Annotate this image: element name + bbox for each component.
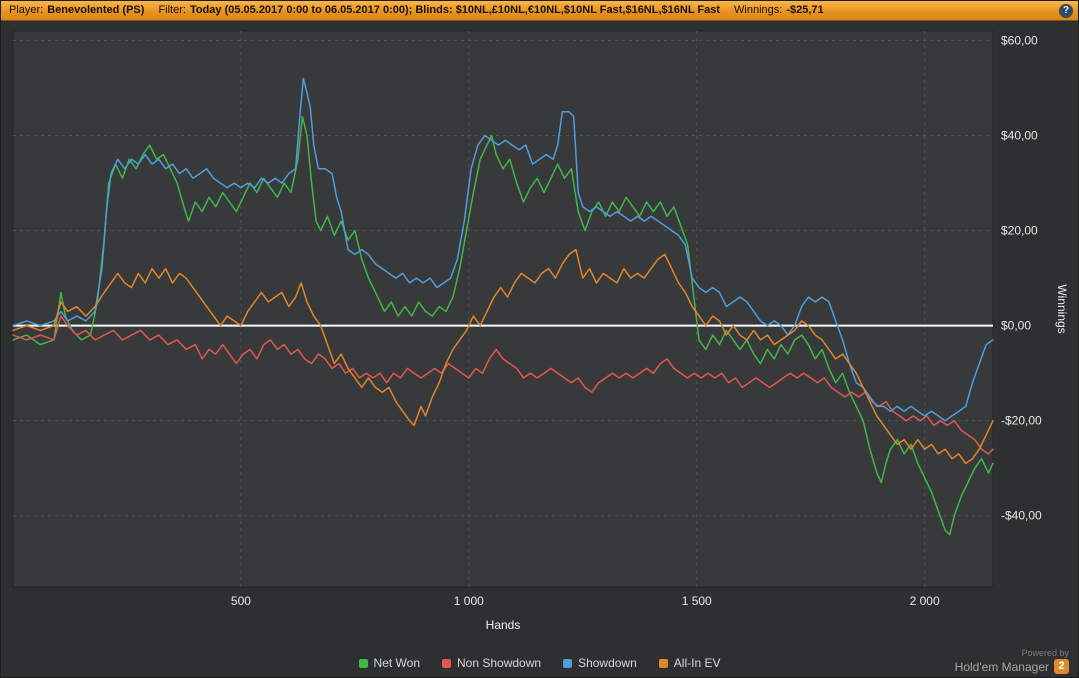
winnings-graph: 500 1 000 1 500 2 000 $60,00 $40,00 $20,00 $0,0…	[12, 30, 1069, 632]
series-line-net-won	[12, 115, 994, 536]
legend-swatch-non-showdown	[442, 658, 451, 668]
legend-item-showdown: Showdown	[563, 656, 637, 670]
legend-item-net-won: Net Won	[358, 656, 420, 670]
y-axis-label: Winnings	[1055, 284, 1069, 333]
player-value: Benevolented (PS)	[47, 4, 145, 16]
legend-item-non-showdown: Non Showdown	[442, 656, 541, 670]
hm2-logo-icon: 2	[1054, 659, 1069, 674]
y-tick-label: -$40,00	[1001, 509, 1042, 523]
filter-bar: Player: Benevolented (PS) Filter: Today (05…	[1, 1, 1078, 21]
legend-label-all-in-ev: All-In EV	[673, 656, 721, 670]
legend-label-net-won: Net Won	[373, 656, 420, 670]
series-line-all-in-ev	[12, 248, 994, 465]
y-tick-label: $40,00	[1001, 129, 1038, 143]
legend-label-non-showdown: Non Showdown	[457, 656, 542, 670]
powered-by-label: Powered by	[1021, 648, 1069, 658]
x-tick-label: 500	[231, 594, 251, 608]
x-tick-label: 1 500	[682, 594, 712, 608]
x-axis-label: Hands	[486, 618, 521, 632]
legend-swatch-showdown	[563, 658, 573, 668]
y-tick-label: $0,00	[1001, 319, 1031, 333]
x-tick-label: 2 000	[910, 594, 940, 608]
series-line-showdown	[12, 77, 994, 422]
filter-label: Filter:	[158, 4, 186, 16]
chart-legend: Net Won Non Showdown Showdown All-In EV	[1, 654, 1078, 672]
y-tick-label: $20,00	[1001, 224, 1038, 238]
legend-swatch-net-won	[358, 658, 368, 668]
y-tick-label: $60,00	[1001, 34, 1038, 48]
legend-item-all-in-ev: All-In EV	[658, 656, 721, 670]
winnings-label: Winnings:	[734, 4, 783, 16]
winnings-value: -$25,71	[786, 4, 824, 16]
y-tick-label: -$20,00	[1001, 414, 1042, 428]
brand-name: Hold'em Manager	[954, 659, 1049, 674]
legend-label-showdown: Showdown	[578, 656, 637, 670]
plot-area	[12, 30, 994, 588]
branding: Powered by Hold'em Manager 2	[955, 648, 1069, 674]
series-line-non-showdown	[12, 315, 994, 455]
info-icon[interactable]: ?	[1059, 4, 1073, 18]
x-tick-label: 1 000	[454, 594, 484, 608]
legend-swatch-all-in-ev	[658, 658, 668, 668]
player-label: Player:	[9, 4, 44, 16]
filter-value: Today (05.05.2017 0:00 to 06.05.2017 0:0…	[189, 4, 721, 16]
